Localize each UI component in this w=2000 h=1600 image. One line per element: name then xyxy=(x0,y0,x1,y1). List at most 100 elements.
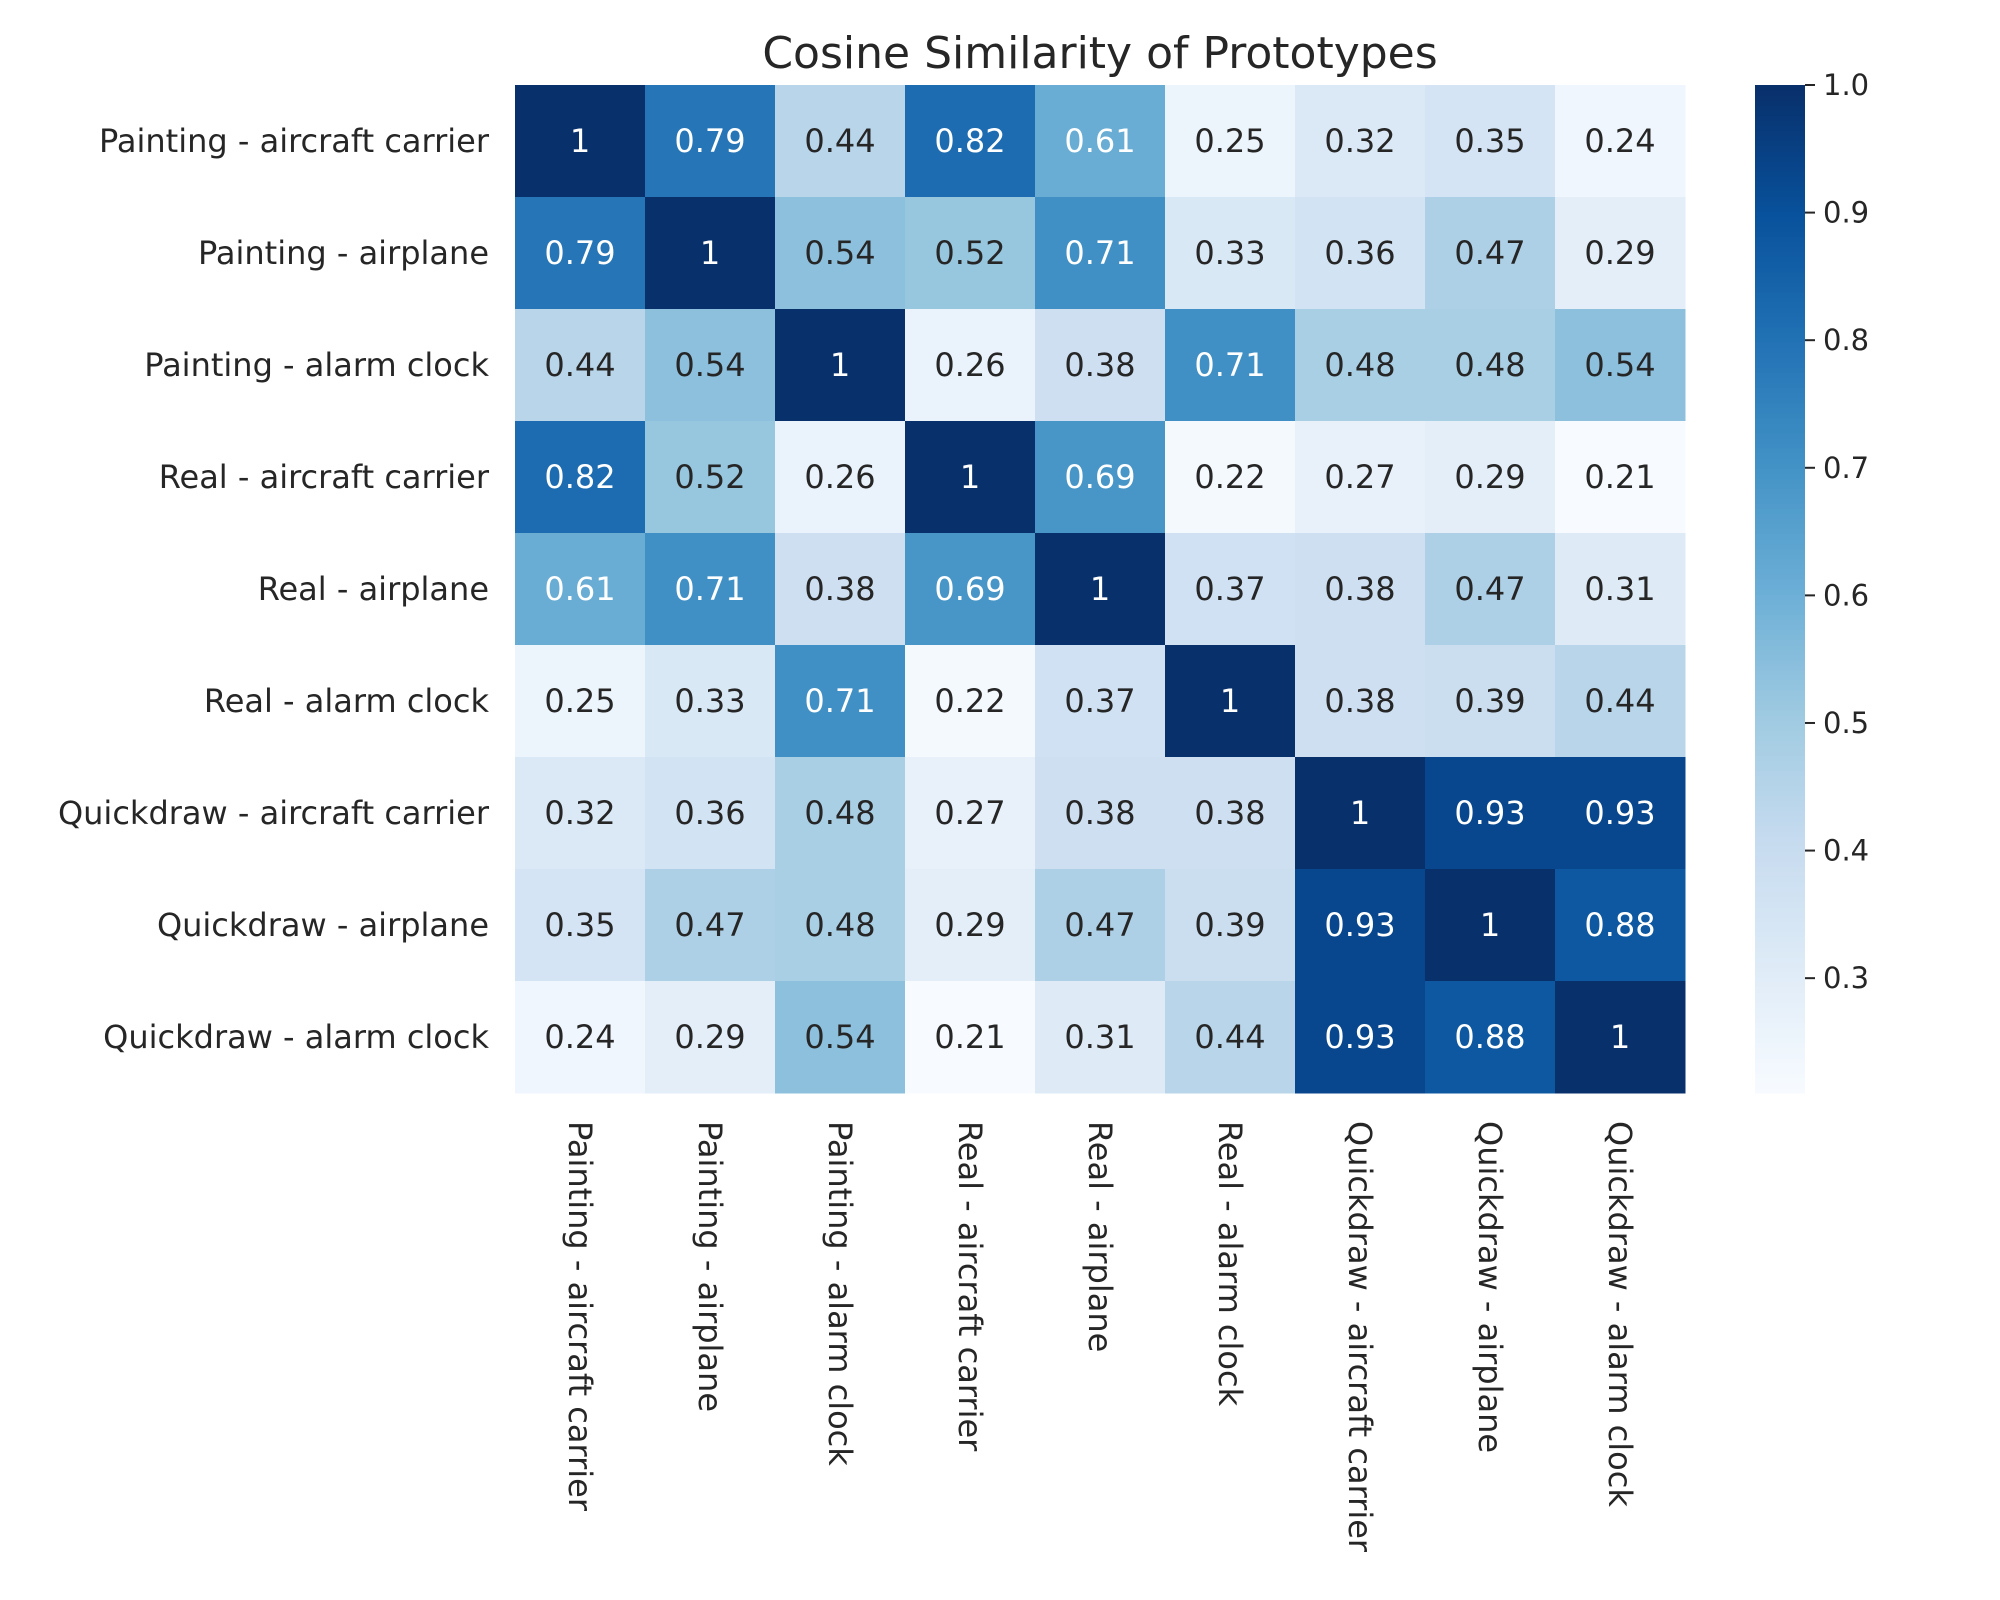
colorbar-segment xyxy=(1755,417,1805,424)
cell-value-label: 0.39 xyxy=(1454,682,1525,720)
colorbar-segment xyxy=(1755,150,1805,157)
colorbar-segment xyxy=(1755,463,1805,469)
colorbar-segment xyxy=(1755,619,1805,625)
colorbar-segment xyxy=(1755,513,1805,520)
column-tick-label: Quickdraw - aircraft carrier xyxy=(1341,1121,1379,1553)
heatmap-cell xyxy=(775,533,906,646)
heatmap-cell xyxy=(515,85,646,198)
cell-value-label: 0.61 xyxy=(1064,122,1135,160)
cell-value-label: 1 xyxy=(830,346,850,384)
colorbar-segment xyxy=(1755,337,1805,343)
colorbar-segment xyxy=(1755,594,1805,600)
heatmap-cell xyxy=(775,869,906,982)
colorbar-segment xyxy=(1755,785,1805,792)
cell-value-label: 0.38 xyxy=(1064,346,1135,384)
colorbar-segment xyxy=(1755,977,1805,983)
heatmap-cells xyxy=(515,85,1686,1094)
colorbar-segment xyxy=(1755,725,1805,731)
colorbar-segment xyxy=(1755,961,1805,968)
colorbar-segment xyxy=(1755,216,1805,222)
colorbar-segment xyxy=(1755,473,1805,479)
heatmap-cell xyxy=(1425,757,1556,870)
colorbar-segment xyxy=(1755,916,1805,923)
cell-value-label: 0.25 xyxy=(544,682,615,720)
colorbar-segment xyxy=(1755,241,1805,247)
colorbar-segment xyxy=(1755,891,1805,898)
row-tick-label: Real - alarm clock xyxy=(204,682,490,720)
cell-value-label: 0.93 xyxy=(1454,794,1525,832)
colorbar-segment xyxy=(1755,256,1805,262)
cell-value-label: 0.48 xyxy=(804,794,875,832)
heatmap-cell xyxy=(1165,197,1296,310)
colorbar-segment xyxy=(1755,145,1805,152)
heatmap-cell xyxy=(775,421,906,534)
cell-value-label: 0.35 xyxy=(1454,122,1525,160)
colorbar-segment xyxy=(1755,825,1805,832)
colorbar-segment xyxy=(1755,427,1805,434)
colorbar-segment xyxy=(1755,483,1805,489)
cell-value-label: 0.44 xyxy=(1194,1018,1265,1056)
colorbar-segment xyxy=(1755,841,1805,847)
colorbar-tick-label: 0.7 xyxy=(1823,451,1869,485)
colorbar-segment xyxy=(1755,563,1805,570)
cell-value-label: 1 xyxy=(1220,682,1240,720)
colorbar-segment xyxy=(1755,856,1805,862)
colorbar-segment xyxy=(1755,200,1805,207)
colorbar-segment xyxy=(1755,447,1805,454)
colorbar-tick-label: 0.8 xyxy=(1823,323,1869,357)
cell-value-label: 0.93 xyxy=(1324,1018,1395,1056)
colorbar-segment xyxy=(1755,165,1805,172)
colorbar-segment xyxy=(1755,1062,1805,1069)
cell-value-label: 0.71 xyxy=(804,682,875,720)
colorbar-segment xyxy=(1755,452,1805,459)
cell-value-label: 0.32 xyxy=(544,794,615,832)
colorbar-segment xyxy=(1755,1067,1805,1074)
colorbar-segment xyxy=(1755,271,1805,278)
heatmap-cell xyxy=(1295,645,1426,758)
colorbar-segment xyxy=(1755,296,1805,303)
cell-value-label: 0.31 xyxy=(1584,570,1655,608)
colorbar-segment xyxy=(1755,649,1805,656)
cell-value-label: 0.32 xyxy=(1324,122,1395,160)
cell-value-label: 0.22 xyxy=(934,682,1005,720)
colorbar-segment xyxy=(1755,377,1805,383)
colorbar-segment xyxy=(1755,493,1805,499)
colorbar-segment xyxy=(1755,876,1805,882)
heatmap-cell xyxy=(1295,309,1426,422)
colorbar-segment xyxy=(1755,775,1805,782)
cell-value-label: 0.38 xyxy=(1324,682,1395,720)
heatmap-cell xyxy=(645,197,776,310)
colorbar-tick-label: 0.5 xyxy=(1823,706,1869,740)
colorbar-tick-label: 0.4 xyxy=(1823,834,1869,868)
colorbar-segment xyxy=(1755,709,1805,716)
heatmap-cell xyxy=(1555,197,1686,310)
colorbar-segment xyxy=(1755,941,1805,948)
colorbar-segment xyxy=(1755,301,1805,308)
heatmap-cell xyxy=(905,533,1036,646)
cell-value-label: 0.93 xyxy=(1584,794,1655,832)
colorbar-segment xyxy=(1755,342,1805,348)
cell-value-label: 0.29 xyxy=(1584,234,1655,272)
colorbar-segment xyxy=(1755,1032,1805,1039)
colorbar-segment xyxy=(1755,190,1805,197)
colorbar-segment xyxy=(1755,770,1805,777)
heatmap-cell xyxy=(1555,645,1686,758)
heatmap-cell xyxy=(515,981,646,1094)
colorbar-segment xyxy=(1755,160,1805,167)
colorbar-segment xyxy=(1755,528,1805,535)
heatmap-cell xyxy=(1555,533,1686,646)
colorbar-segment xyxy=(1755,1077,1805,1084)
column-tick-label: Real - aircraft carrier xyxy=(951,1121,989,1452)
colorbar-segment xyxy=(1755,901,1805,908)
heatmap-cell xyxy=(1165,85,1296,198)
heatmap-cell xyxy=(1295,757,1426,870)
chart-title: Cosine Similarity of Prototypes xyxy=(762,28,1437,79)
colorbar-segment xyxy=(1755,548,1805,555)
colorbar-segment xyxy=(1755,543,1805,550)
cell-value-label: 0.82 xyxy=(544,458,615,496)
colorbar-segment xyxy=(1755,291,1805,298)
colorbar: 0.3 0.4 0.5 0.6 0.7 0.8 0.9 1.0 xyxy=(1755,68,1869,1094)
heatmap-cell xyxy=(905,757,1036,870)
colorbar-segment xyxy=(1755,276,1805,283)
colorbar-segment xyxy=(1755,155,1805,162)
